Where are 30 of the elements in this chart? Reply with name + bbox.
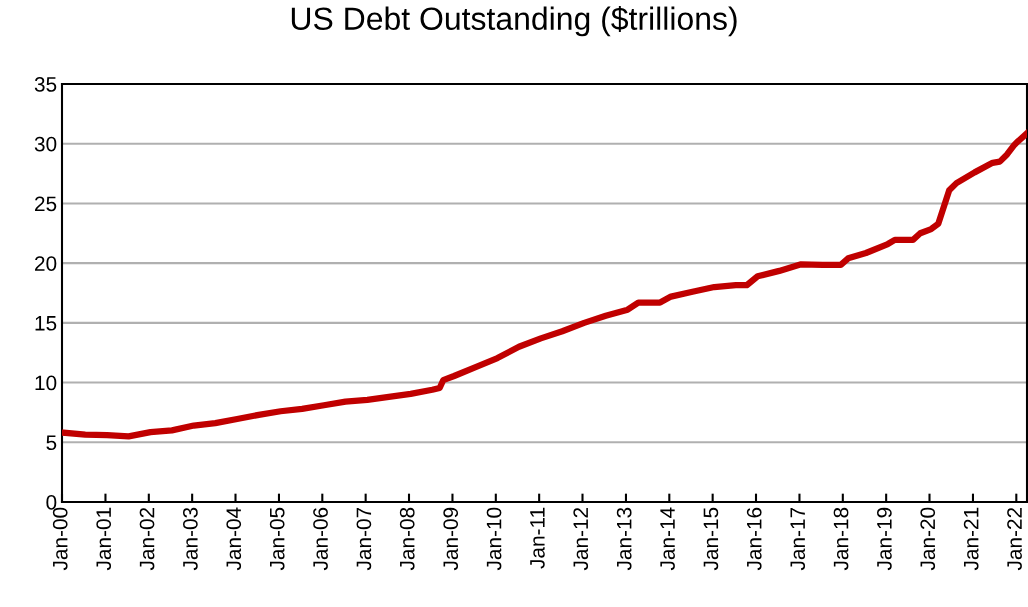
chart-title: US Debt Outstanding ($trillions) (291, 6, 737, 37)
x-tick-label: Jan-18 (833, 507, 849, 571)
y-tick-label: 30 (34, 136, 57, 152)
x-tick-label: Jan-04 (226, 507, 242, 571)
x-tick-label: Jan-07 (356, 507, 372, 571)
x-tick-label: Jan-01 (96, 507, 112, 571)
x-tick-label: Jan-09 (443, 507, 459, 571)
x-tick-label: Jan-10 (486, 507, 502, 571)
x-tick-label: Jan-11 (530, 507, 545, 569)
y-tick-label: 20 (35, 256, 57, 271)
x-tick-label: Jan-03 (182, 507, 198, 571)
y-tick-label: 5 (46, 435, 57, 451)
y-tick-label: 10 (35, 375, 57, 391)
x-tick-label: Jan-08 (399, 507, 415, 571)
y-tick-label: 15 (35, 316, 57, 331)
x-tick-label: Jan-15 (703, 507, 719, 571)
x-tick-label: Jan-05 (269, 507, 285, 571)
x-tick-label: Jan-14 (660, 507, 675, 571)
x-tick-label: Jan-17 (790, 507, 806, 571)
x-tick-label: Jan-06 (313, 507, 328, 571)
x-tick-label: Jan-12 (573, 507, 589, 571)
x-tick-label: Jan-13 (616, 507, 632, 571)
x-tick-label: Jan-16 (746, 507, 762, 571)
x-tick-label: Jan-20 (920, 507, 936, 571)
x-tick-label: Jan-02 (139, 507, 155, 571)
x-tick-label: Jan-22 (1007, 507, 1022, 571)
y-tick-label: 35 (34, 77, 57, 92)
x-tick-label: Jan-19 (877, 507, 892, 571)
y-tick-label: 25 (35, 196, 57, 212)
x-tick-label: Jan-21 (963, 507, 979, 571)
